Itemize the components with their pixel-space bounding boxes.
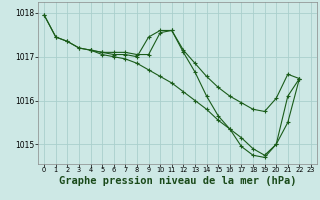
X-axis label: Graphe pression niveau de la mer (hPa): Graphe pression niveau de la mer (hPa) [59, 176, 296, 186]
